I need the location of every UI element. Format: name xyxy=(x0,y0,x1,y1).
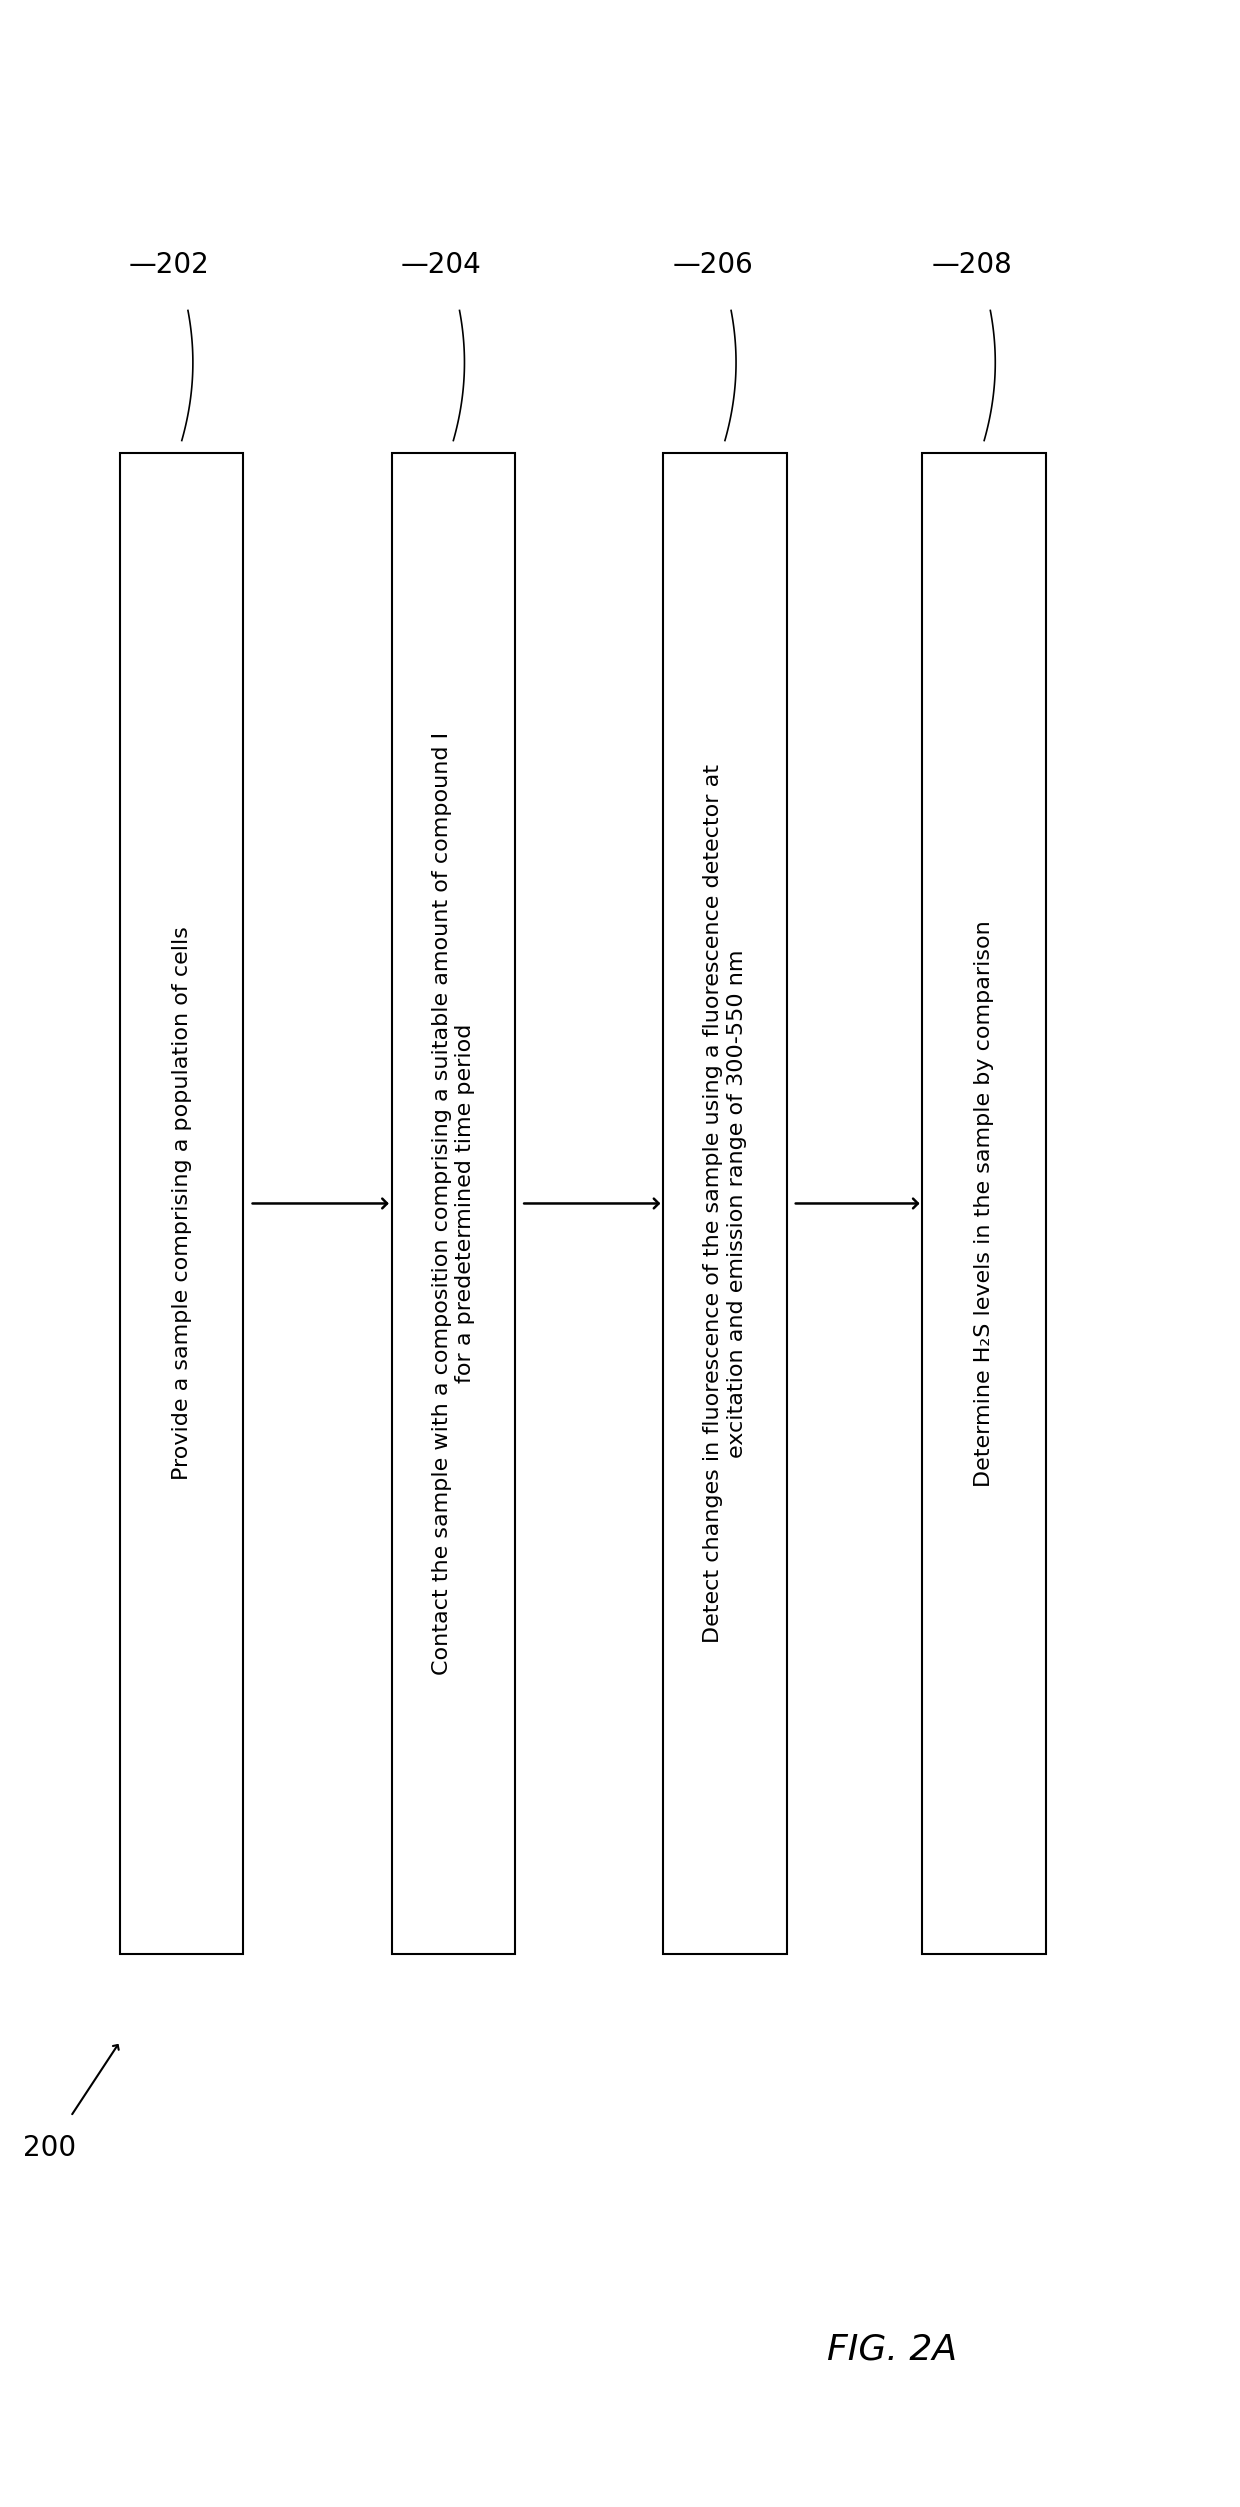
Text: Determine H₂S levels in the sample by comparison: Determine H₂S levels in the sample by co… xyxy=(975,920,994,1487)
Bar xyxy=(120,454,243,1953)
Text: Detect changes in fluorescence of the sample using a fluorescence detector at
ex: Detect changes in fluorescence of the sa… xyxy=(703,765,746,1642)
Text: —206: —206 xyxy=(672,251,753,278)
Text: —208: —208 xyxy=(931,251,1012,278)
Text: FIG. 2A: FIG. 2A xyxy=(827,2332,956,2367)
Text: Provide a sample comprising a population of cells: Provide a sample comprising a population… xyxy=(172,928,192,1482)
Text: —204: —204 xyxy=(401,251,481,278)
Bar xyxy=(392,454,515,1953)
Bar xyxy=(923,454,1045,1953)
Text: 200: 200 xyxy=(24,2133,76,2161)
Bar xyxy=(663,454,786,1953)
Text: Contact the sample with a composition comprising a suitable amount of compound I: Contact the sample with a composition co… xyxy=(432,732,475,1675)
Text: —202: —202 xyxy=(129,251,210,278)
